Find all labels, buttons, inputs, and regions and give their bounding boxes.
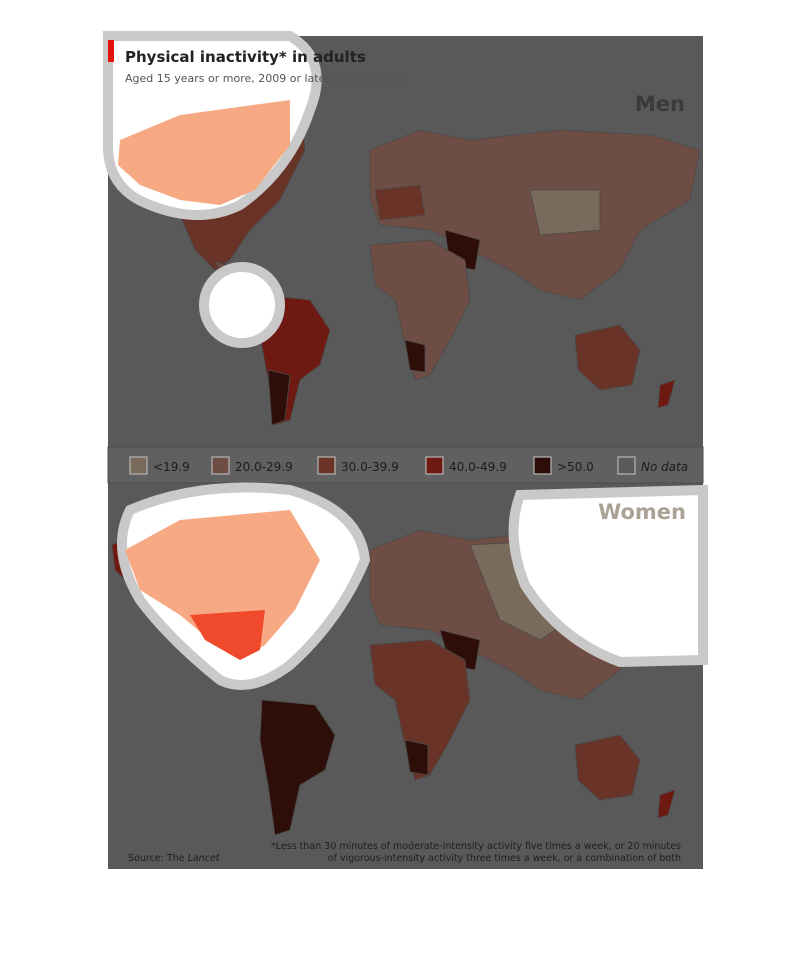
- footnote: *Less than 30 minutes of moderate-intens…: [271, 841, 681, 852]
- title-marker: [108, 40, 114, 62]
- legend-label: 20.0-29.9: [235, 460, 293, 474]
- legend-swatch: [617, 456, 636, 475]
- source-prefix: Source: The: [128, 853, 185, 864]
- legend-strip: [107, 446, 704, 484]
- legend-swatch: [211, 456, 230, 475]
- legend-swatch: [129, 456, 148, 475]
- highlight-region: [190, 610, 265, 660]
- subtitle: Aged 15 years or more, 2009 or latest av…: [125, 72, 406, 85]
- highlight-region: [118, 100, 290, 205]
- legend-swatch: [533, 456, 552, 475]
- panel-label: Men: [635, 92, 685, 116]
- legend-label: No data: [641, 460, 688, 474]
- highlight: [199, 262, 285, 348]
- legend: <19.9 20.0-29.9 30.0-39.9 40.0-49.9 >50.0 No …: [129, 456, 688, 475]
- highlights: [103, 31, 708, 690]
- legend-label: 40.0-49.9: [449, 460, 507, 474]
- highlight-region: [125, 510, 320, 660]
- footnote: of vigorous-intensity activity three tim…: [328, 853, 681, 864]
- source-name: Lancet: [188, 853, 221, 864]
- panel-label: Women: [598, 500, 686, 524]
- legend-label: >50.0: [557, 460, 594, 474]
- highlight: [508, 484, 708, 668]
- legend-swatch: [317, 456, 336, 475]
- source: Source: The Lancet: [128, 853, 221, 864]
- legend-label: 30.0-39.9: [341, 460, 399, 474]
- legend-label: <19.9: [153, 460, 190, 474]
- legend-swatch: [425, 456, 444, 475]
- title: Physical inactivity* in adults: [125, 48, 366, 66]
